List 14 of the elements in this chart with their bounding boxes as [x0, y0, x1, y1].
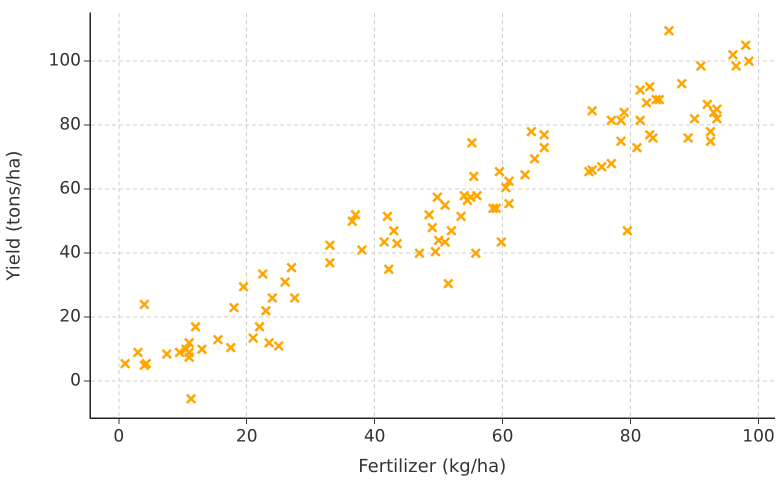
- x-tick-label: 100: [742, 426, 775, 447]
- x-tick-label: 0: [113, 426, 124, 447]
- x-tick-label: 80: [620, 426, 642, 447]
- x-tick-label: 40: [364, 426, 386, 447]
- x-axis-title: Fertilizer (kg/ha): [358, 456, 506, 477]
- y-tick-label: 40: [59, 242, 81, 263]
- y-axis-title: Yield (tons/ha): [3, 150, 24, 282]
- y-tick-label: 0: [70, 370, 81, 391]
- x-tick-label: 60: [492, 426, 514, 447]
- x-tick-label: 20: [236, 426, 258, 447]
- y-tick-label: 60: [59, 178, 81, 199]
- y-tick-label: 100: [48, 50, 81, 71]
- y-tick-label: 20: [59, 306, 81, 327]
- y-tick-label: 80: [59, 114, 81, 135]
